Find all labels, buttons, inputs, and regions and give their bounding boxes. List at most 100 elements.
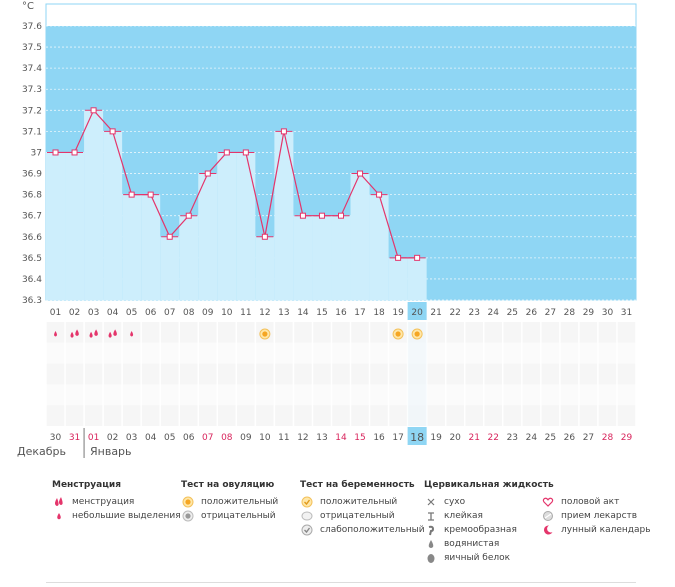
legend-label-pregnancy-weak: слабоположительный <box>320 525 425 535</box>
event-row-3 <box>46 384 636 406</box>
calendar-day-10: 09 <box>240 433 252 443</box>
temp-point-7 <box>166 233 173 240</box>
month-label-december: Декабрь <box>17 445 66 458</box>
menstruation-mark-a-4 <box>108 331 112 338</box>
legend-label-ovulation-negative: отрицательный <box>201 511 276 521</box>
sticky-icon <box>424 510 438 522</box>
legend-item-ovulation-negative: отрицательный <box>181 509 278 523</box>
temp-bar-20 <box>407 257 427 300</box>
temp-point-10 <box>223 149 230 156</box>
temp-point-12 <box>261 233 268 240</box>
temp-bar-4 <box>103 131 123 300</box>
bottom-divider <box>46 582 636 583</box>
calendar-day-13: 12 <box>297 433 308 443</box>
calendar-day-20: 19 <box>430 433 442 443</box>
y-unit-label: °C <box>22 1 34 12</box>
y-tick-label-6: 36.9 <box>22 170 42 180</box>
ovulation-negative-icon <box>181 510 195 522</box>
event-row-2 <box>46 363 636 385</box>
y-tick-label-10: 37.3 <box>22 85 42 95</box>
legend-item-dry: сухо <box>424 495 554 509</box>
calendar-day-24: 23 <box>507 433 518 443</box>
day-label-1: 01 <box>50 308 61 318</box>
temp-bar-6 <box>141 194 161 300</box>
temp-bar-3 <box>84 110 104 300</box>
moon-icon <box>541 524 555 536</box>
legend-label-pregnancy-negative: отрицательный <box>320 511 395 521</box>
calendar-day-28: 27 <box>583 433 594 443</box>
menstruation-mark-a-2 <box>70 331 74 338</box>
egg-white-icon <box>424 552 438 564</box>
event-row-4 <box>46 405 636 426</box>
day-label-17: 17 <box>354 308 365 318</box>
temp-bar-9 <box>198 173 218 300</box>
day-label-19: 19 <box>392 308 404 318</box>
day-label-2: 02 <box>69 308 80 318</box>
menstruation-drop-icon <box>52 496 66 508</box>
day-label-5: 05 <box>126 308 137 318</box>
temp-point-14 <box>299 212 306 219</box>
ovulation-inner-20 <box>414 331 420 337</box>
day-label-16: 16 <box>335 308 347 318</box>
legend-cervical-title: Цервикальная жидкость <box>424 480 554 490</box>
day-label-10: 10 <box>221 308 233 318</box>
day-label-21: 21 <box>430 308 441 318</box>
legend-item-creamy: кремообразная <box>424 523 554 537</box>
legend-item-intercourse: половой акт <box>541 495 651 509</box>
day-label-22: 22 <box>449 308 460 318</box>
day-label-12: 12 <box>259 308 270 318</box>
legend-menstruation-title: Менструация <box>52 480 121 490</box>
day-label-26: 26 <box>526 308 538 318</box>
temp-point-19 <box>395 254 402 261</box>
calendar-day-3: 02 <box>107 433 118 443</box>
day-label-30: 30 <box>602 308 614 318</box>
temp-point-2 <box>71 149 78 156</box>
day-highlight <box>407 302 427 320</box>
y-tick-label-4: 36.7 <box>22 212 42 222</box>
temp-bar-7 <box>160 236 180 300</box>
menstruation-light-mark-5 <box>130 331 134 337</box>
day-label-31: 31 <box>621 308 632 318</box>
legend-menstruation: Менструация менструация небольшие выделе… <box>52 480 181 523</box>
day-label-24: 24 <box>488 308 500 318</box>
day-label-14: 14 <box>297 308 309 318</box>
legend-item-pregnancy-negative: отрицательный <box>300 509 425 523</box>
day-label-25: 25 <box>507 308 518 318</box>
watery-drop-icon <box>424 538 438 550</box>
y-tick-label-13: 37.6 <box>22 22 42 32</box>
menstruation-mark-b-2 <box>75 329 79 336</box>
day-label-27: 27 <box>545 308 556 318</box>
temp-point-8 <box>185 212 192 219</box>
legend-label-light: небольшие выделения <box>72 511 181 521</box>
legend-item-ovulation-positive: положительный <box>181 495 278 509</box>
calendar-day-18: 17 <box>392 433 403 443</box>
temp-point-18 <box>376 191 383 198</box>
calendar-day-1: 31 <box>69 433 80 443</box>
calendar-day-19: 18 <box>410 431 424 444</box>
calendar-day-2: 01 <box>88 433 99 443</box>
temp-bar-15 <box>312 215 332 300</box>
dry-cross-icon <box>424 496 438 508</box>
temp-point-17 <box>357 170 364 177</box>
calendar-day-12: 11 <box>278 433 289 443</box>
calendar-day-25: 24 <box>526 433 538 443</box>
event-highlight-col <box>407 322 427 426</box>
temp-point-4 <box>109 128 116 135</box>
heart-icon <box>541 496 555 508</box>
legend-item-menstruation: менструация <box>52 495 181 509</box>
day-label-23: 23 <box>468 308 479 318</box>
calendar-highlight <box>407 427 427 445</box>
legend-label-sticky: клейкая <box>444 511 483 521</box>
temp-point-11 <box>242 149 249 156</box>
legend-ovulation-title: Тест на овуляцию <box>181 480 275 490</box>
event-row-1 <box>46 342 636 364</box>
ovulation-inner-12 <box>262 331 268 337</box>
temp-point-9 <box>204 170 211 177</box>
calendar-day-15: 14 <box>335 433 347 443</box>
menstruation-mark-a-3 <box>89 331 93 338</box>
temp-point-20 <box>414 254 421 261</box>
legend-pregnancy-test: Тест на беременность положительный отриц… <box>300 480 425 537</box>
y-tick-label-12: 37.5 <box>22 43 42 53</box>
event-row-0 <box>46 322 636 343</box>
temp-bar-19 <box>388 257 408 300</box>
